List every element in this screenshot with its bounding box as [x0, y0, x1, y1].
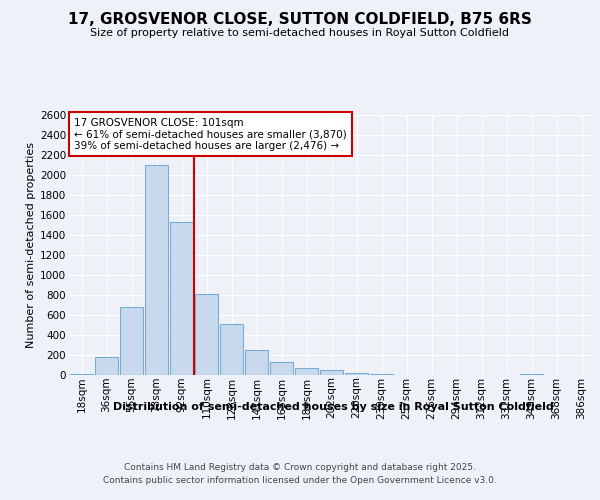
Bar: [245, 350, 268, 375]
Bar: [520, 374, 543, 375]
Y-axis label: Number of semi-detached properties: Number of semi-detached properties: [26, 142, 36, 348]
Text: Size of property relative to semi-detached houses in Royal Sutton Coldfield: Size of property relative to semi-detach…: [91, 28, 509, 38]
Bar: [70, 374, 93, 375]
Bar: [370, 374, 393, 375]
Text: Contains HM Land Registry data © Crown copyright and database right 2025.: Contains HM Land Registry data © Crown c…: [124, 462, 476, 471]
Text: 17 GROSVENOR CLOSE: 101sqm
← 61% of semi-detached houses are smaller (3,870)
39%: 17 GROSVENOR CLOSE: 101sqm ← 61% of semi…: [74, 118, 347, 151]
Bar: [120, 306, 143, 375]
Bar: [170, 222, 193, 375]
Text: Contains public sector information licensed under the Open Government Licence v3: Contains public sector information licen…: [103, 476, 497, 485]
Bar: [345, 373, 368, 375]
Bar: [270, 362, 293, 375]
Bar: [295, 368, 318, 375]
Bar: [145, 165, 168, 375]
Text: 17, GROSVENOR CLOSE, SUTTON COLDFIELD, B75 6RS: 17, GROSVENOR CLOSE, SUTTON COLDFIELD, B…: [68, 12, 532, 28]
Bar: [95, 356, 118, 375]
Bar: [395, 374, 418, 375]
Bar: [220, 324, 243, 375]
Bar: [320, 370, 343, 375]
Bar: [195, 294, 218, 375]
Text: Distribution of semi-detached houses by size in Royal Sutton Coldfield: Distribution of semi-detached houses by …: [113, 402, 553, 412]
